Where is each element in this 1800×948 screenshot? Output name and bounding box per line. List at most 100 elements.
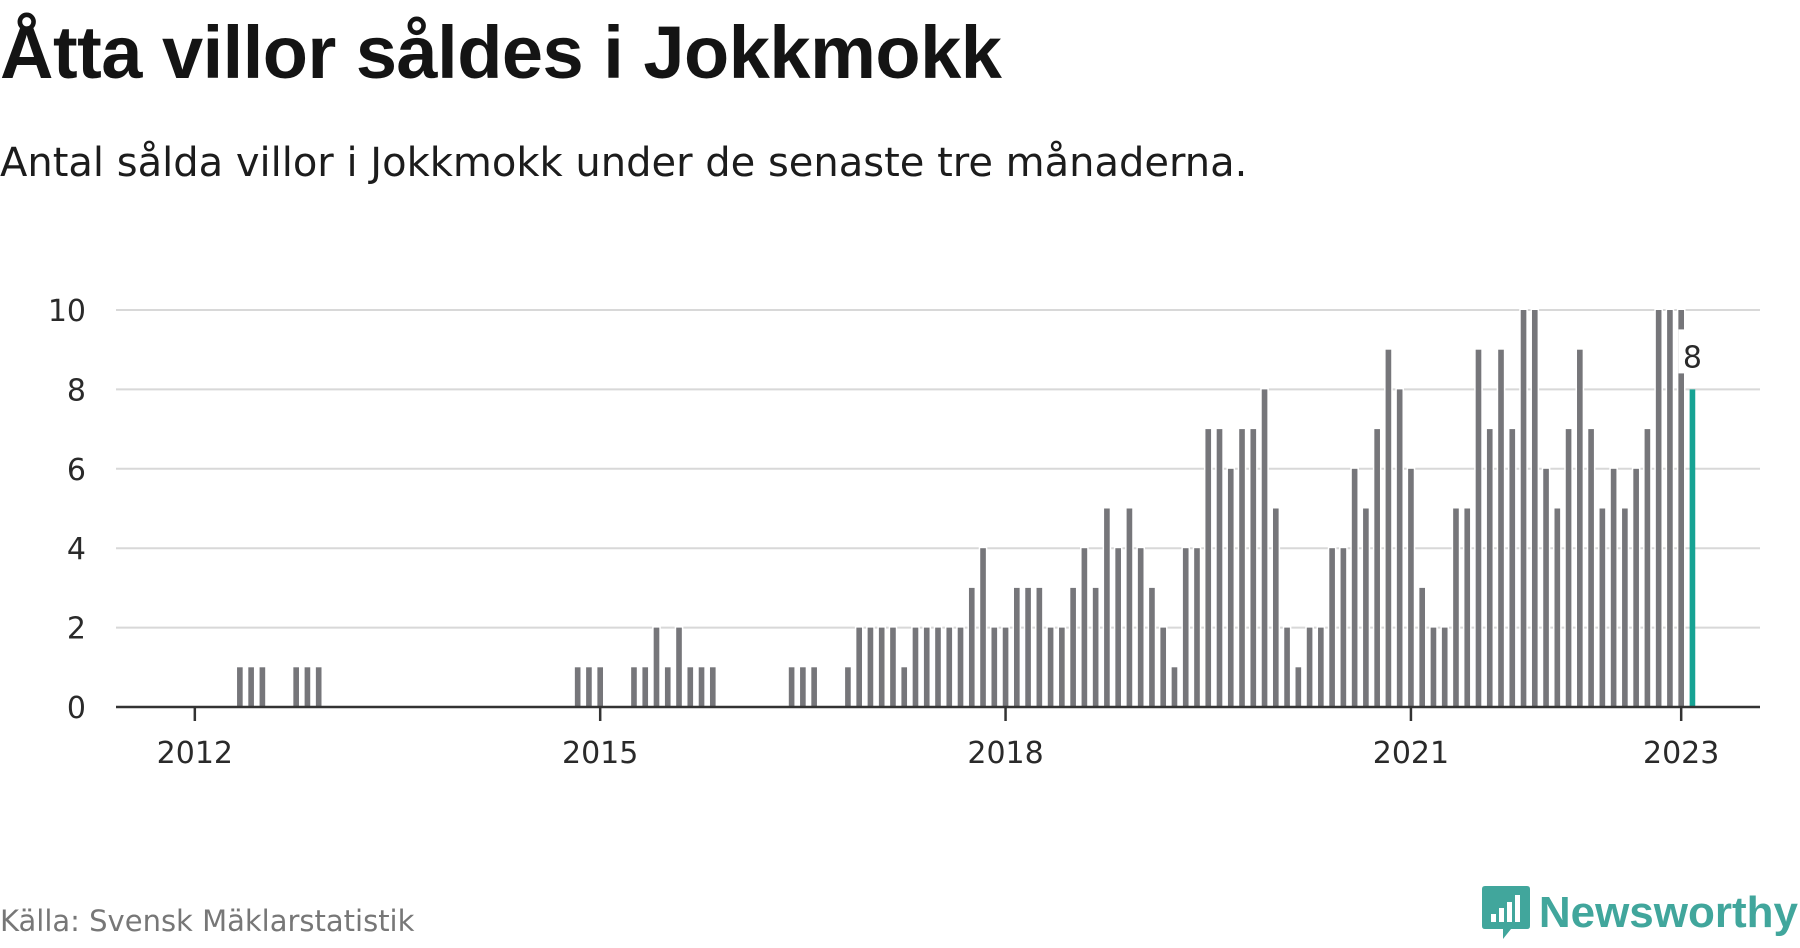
y-tick-label: 0	[67, 691, 86, 726]
bar	[1509, 429, 1516, 707]
brand-name: Newsworthy	[1538, 888, 1798, 937]
bar	[1351, 468, 1358, 707]
bar	[248, 667, 254, 707]
bar	[912, 627, 919, 707]
y-tick-label: 6	[67, 453, 86, 488]
bar	[1644, 429, 1651, 707]
bar	[315, 667, 322, 707]
bar	[923, 627, 930, 707]
bar	[1633, 468, 1639, 707]
bar	[968, 587, 975, 707]
bar	[1374, 429, 1380, 707]
bar	[1070, 587, 1076, 707]
brand[interactable]: Newsworthy	[1481, 884, 1798, 942]
bar	[1025, 587, 1031, 707]
bar	[1306, 627, 1313, 707]
bar	[1531, 310, 1538, 707]
x-tick-label: 2018	[967, 736, 1043, 771]
bar	[631, 667, 637, 707]
bar	[845, 667, 851, 707]
bar	[1520, 310, 1527, 707]
bar	[1678, 310, 1684, 707]
bar	[1475, 349, 1482, 707]
bar	[1622, 508, 1628, 707]
bar	[1002, 627, 1009, 707]
bar	[586, 667, 592, 707]
data-labels: 8	[1678, 329, 1707, 375]
y-tick-label: 2	[67, 612, 86, 647]
bar	[1408, 468, 1414, 707]
bar	[687, 667, 694, 707]
bar	[1036, 587, 1043, 707]
data-label-latest: 8	[1683, 340, 1702, 375]
bar	[1599, 508, 1606, 707]
bar	[237, 667, 243, 707]
bar-latest	[1689, 389, 1696, 707]
bar	[1318, 627, 1324, 707]
bar	[957, 627, 964, 707]
bar	[709, 667, 716, 707]
bar	[1216, 429, 1223, 707]
bar	[1104, 508, 1110, 707]
bar	[800, 667, 806, 707]
bar	[1250, 429, 1257, 707]
bar	[1227, 468, 1234, 707]
bar	[1329, 548, 1335, 707]
bar	[856, 627, 862, 707]
bar	[1441, 627, 1448, 707]
y-tick-label: 8	[67, 373, 86, 408]
bar	[1149, 587, 1155, 707]
bar	[1115, 548, 1121, 707]
bar	[1205, 429, 1212, 707]
bar	[574, 667, 581, 707]
bar	[1419, 587, 1426, 707]
bar	[1239, 429, 1245, 707]
bar	[1160, 627, 1167, 707]
newsworthy-logo-icon	[1481, 886, 1530, 939]
bar	[811, 667, 817, 707]
bar	[878, 627, 885, 707]
bar	[1588, 429, 1594, 707]
bar	[698, 667, 705, 707]
bar	[653, 627, 660, 707]
bar	[1610, 468, 1617, 707]
bar	[901, 667, 908, 707]
bar	[867, 627, 874, 707]
bar	[1655, 310, 1662, 707]
x-tick-label: 2021	[1373, 736, 1449, 771]
bar	[1453, 508, 1459, 707]
bar	[1577, 349, 1583, 707]
bar	[1182, 548, 1189, 707]
bar	[642, 667, 649, 707]
x-tick-label: 2023	[1643, 736, 1719, 771]
bar	[946, 627, 953, 707]
bar	[304, 667, 311, 707]
data-label-bg	[1678, 329, 1707, 374]
chart-subtitle: Antal sålda villor i Jokkmokk under de s…	[0, 140, 1248, 186]
bar	[1667, 310, 1673, 707]
bar	[1137, 548, 1144, 707]
chart-title: Åtta villor såldes i Jokkmokk	[0, 11, 1002, 94]
bar	[1464, 508, 1471, 707]
bar	[1014, 587, 1020, 707]
bar	[1363, 508, 1369, 707]
bar	[1486, 429, 1493, 707]
bar	[293, 667, 299, 707]
bar	[1047, 627, 1054, 707]
bar	[1430, 627, 1437, 707]
bar	[597, 667, 604, 707]
bar	[1194, 548, 1200, 707]
bar	[1396, 389, 1403, 707]
bar	[1272, 508, 1279, 707]
bar	[935, 627, 941, 707]
bar	[664, 667, 671, 707]
bar	[676, 627, 682, 707]
bar	[1284, 627, 1290, 707]
axes: 0 2 4 6 8 10 2012 2015 2018 2021 2023	[48, 294, 1760, 771]
source-note: Källa: Svensk Mäklarstatistik	[0, 904, 415, 938]
bars	[235, 307, 1696, 707]
bar	[1092, 587, 1099, 707]
bar	[1554, 508, 1561, 707]
bar	[1261, 389, 1268, 707]
